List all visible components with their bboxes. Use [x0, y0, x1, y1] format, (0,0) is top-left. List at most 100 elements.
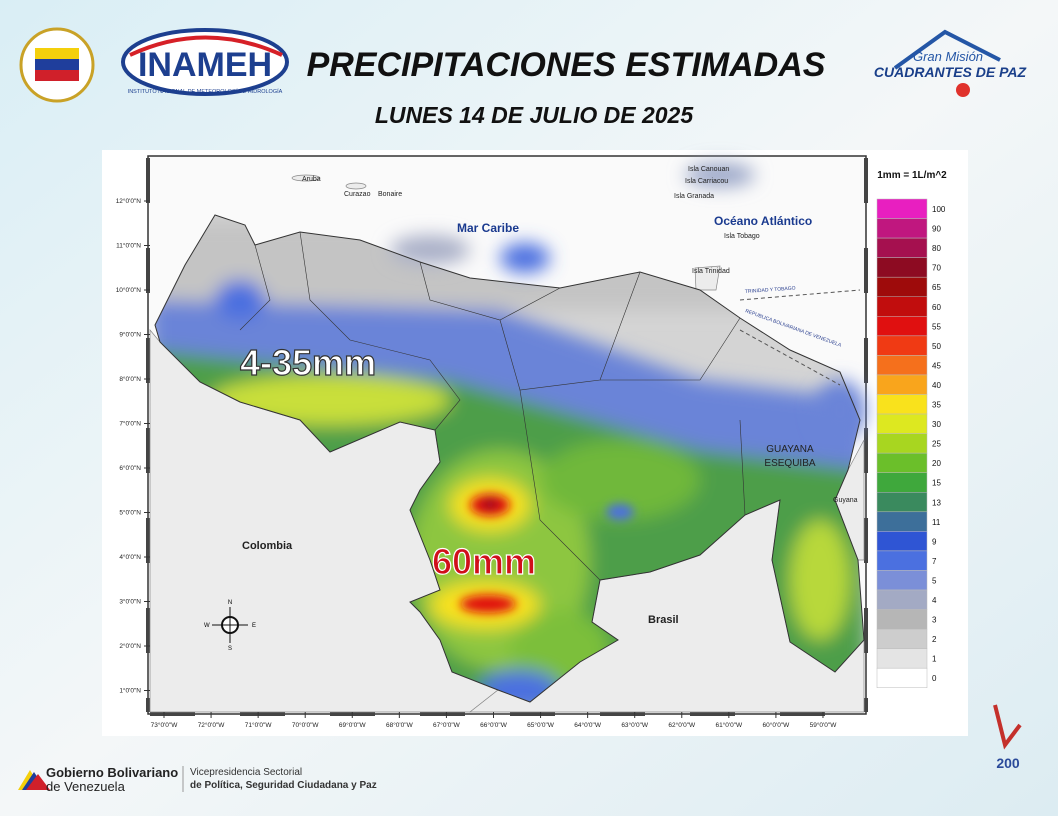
legend-swatch [876, 413, 928, 434]
place-label: TRINIDAD Y TOBAGO [745, 285, 796, 295]
legend-swatch [876, 198, 928, 219]
lon-label: 72°0'0"W [198, 721, 226, 729]
place-label: Océano Atlántico [714, 214, 812, 228]
title: PRECIPITACIONES ESTIMADAS [307, 46, 826, 84]
footer-text: de Política, Seguridad Ciudadana y Paz [190, 780, 377, 791]
legend-label: 70 [932, 264, 941, 273]
legend-swatch [876, 511, 928, 532]
lon-label: 60°0'0"W [763, 721, 791, 729]
lon-label: 68°0'0"W [386, 721, 414, 729]
lon-label: 61°0'0"W [715, 721, 743, 729]
graticule-labels: 12°0'0"N 11°0'0"N 10°0'0"N 9°0'0"N 8°0'0"N 7°… [116, 197, 838, 729]
legend-label: 30 [932, 420, 941, 429]
legend-label: 11 [932, 518, 941, 527]
lon-label: 59°0'0"W [810, 721, 838, 729]
lat-label: 7°0'0"N [119, 420, 141, 428]
lat-label: 9°0'0"N [119, 331, 141, 339]
legend-swatch [876, 452, 928, 473]
logo-text: Gran Misión [913, 49, 983, 64]
logo-cuadrantes: Gran Misión CUADRANTES DE PAZ [874, 29, 1027, 97]
legend-swatch [876, 472, 928, 493]
logo-inameh: INAMEH INSTITUTO NACIONAL DE METEOROLOGÍ… [121, 28, 289, 96]
lon-label: 67°0'0"W [433, 721, 461, 729]
lon-label: 64°0'0"W [574, 721, 602, 729]
legend-label: 35 [932, 401, 941, 410]
legend-label: 13 [932, 498, 941, 507]
legend-label: 90 [932, 225, 941, 234]
lon-label: 73°0'0"W [151, 721, 179, 729]
land-neighbors [149, 174, 865, 713]
place-label: Isla Carriacou [685, 178, 728, 185]
lon-label: 62°0'0"W [668, 721, 696, 729]
compass-label: N [228, 600, 232, 606]
lon-label: 63°0'0"W [621, 721, 649, 729]
sea-rain [390, 163, 865, 440]
lat-label: 3°0'0"N [119, 598, 141, 606]
lat-label: 10°0'0"N [116, 286, 142, 294]
legend-swatch [876, 374, 928, 395]
place-label: Isla Canouan [688, 166, 729, 173]
place-label: Bonaire [378, 191, 402, 198]
place-label: Colombia [242, 540, 293, 552]
annotation: 4-35mm [240, 342, 376, 383]
badge: 200 [993, 704, 1022, 771]
maritime-line [739, 289, 861, 386]
lat-label: 5°0'0"N [119, 509, 141, 517]
annotation: 60mm [432, 541, 536, 582]
legend-label: 7 [932, 557, 937, 566]
legend-swatch [876, 550, 928, 571]
lon-label: 66°0'0"W [480, 721, 508, 729]
legend-label: 0 [932, 674, 937, 683]
footer-text: de Venezuela [46, 779, 126, 794]
place-label: GUAYANA [766, 444, 814, 455]
legend-label: 20 [932, 459, 941, 468]
compass-label: S [228, 646, 232, 652]
legend-swatch [876, 570, 928, 591]
place-label: Isla Trinidad [692, 268, 730, 275]
legend-label: 50 [932, 342, 941, 351]
legend-label: 55 [932, 322, 941, 331]
legend-swatch [876, 355, 928, 376]
legend-label: 2 [932, 635, 937, 644]
legend-swatch [876, 667, 928, 689]
footer-text: Vicepresidencia Sectorial [190, 767, 302, 778]
lat-label: 11°0'0"N [116, 242, 141, 250]
legend-label: 1 [932, 655, 937, 664]
state-borders [239, 231, 746, 581]
legend-swatch [876, 628, 928, 649]
legend-swatch [876, 316, 928, 337]
legend-label: 15 [932, 479, 941, 488]
place-label: Aruba [302, 176, 321, 183]
place-label: ESEQUIBA [764, 458, 815, 469]
legend-title: 1mm = 1L/m^2 [877, 170, 947, 181]
place-label: Isla Tobago [724, 233, 760, 240]
legend-swatch [876, 394, 928, 415]
lon-label: 69°0'0"W [339, 721, 367, 729]
legend-swatch [876, 237, 928, 258]
legend-swatch [876, 589, 928, 610]
legend-swatch [876, 335, 928, 356]
lon-label: 70°0'0"W [292, 721, 320, 729]
compass-label: W [204, 623, 210, 629]
place-label: Isla Granada [674, 193, 714, 200]
lat-label: 6°0'0"N [119, 464, 141, 472]
country-border [154, 214, 865, 703]
logo-text: CUADRANTES DE PAZ [874, 64, 1027, 80]
lat-label: 12°0'0"N [116, 197, 142, 205]
legend-label: 4 [932, 596, 937, 605]
legend-swatch [876, 609, 928, 630]
logo-venezuela [19, 27, 95, 103]
map-border-ticks [146, 158, 868, 716]
date: LUNES 14 DE JULIO DE 2025 [375, 102, 694, 128]
legend-label: 100 [932, 205, 946, 214]
logo-text: INAMEH [138, 46, 272, 84]
legend-swatch [876, 257, 928, 278]
place-label: Mar Caribe [457, 221, 519, 235]
logo-subtext: INSTITUTO NACIONAL DE METEOROLOGÍA E HID… [128, 88, 283, 95]
legend: 1009080706560555045403530252015131197543… [876, 198, 946, 689]
footer-text: Gobierno Bolivariano [46, 765, 178, 780]
legend-swatch [876, 531, 928, 552]
legend-label: 9 [932, 537, 937, 546]
lon-label: 71°0'0"W [245, 721, 273, 729]
